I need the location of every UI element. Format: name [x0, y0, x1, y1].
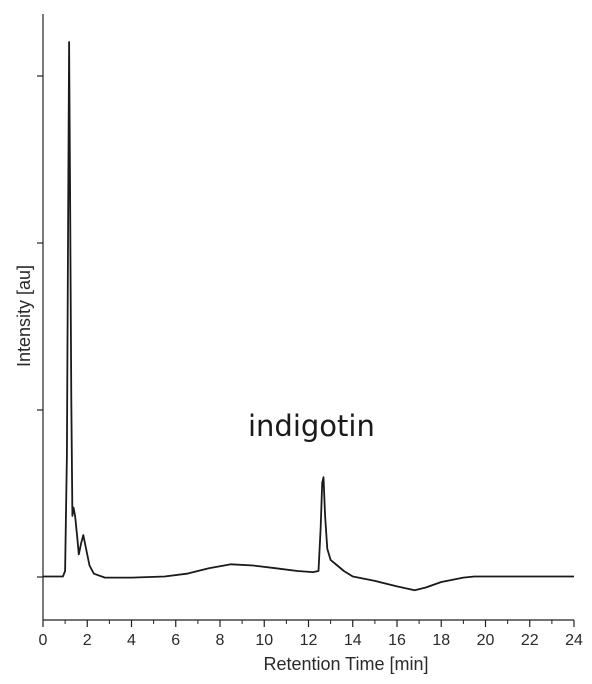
x-tick-label: 4 [127, 632, 136, 649]
x-tick-label: 14 [344, 632, 362, 649]
x-tick-label: 8 [216, 632, 225, 649]
x-tick-label: 20 [477, 632, 495, 649]
x-tick-label: 22 [521, 632, 539, 649]
x-axis-title: Retention Time [min] [263, 654, 428, 674]
x-tick-label: 12 [300, 632, 318, 649]
x-tick-labels: 0 2 4 6 8 10 12 14 16 18 20 22 24 [39, 632, 583, 649]
x-tick-label: 0 [39, 632, 48, 649]
y-ticks [37, 75, 43, 578]
annotation-indigotin: indigotin [248, 409, 375, 443]
x-tick-label: 10 [255, 632, 273, 649]
x-tick-label: 6 [171, 632, 180, 649]
axes [42, 14, 574, 621]
x-tick-label: 2 [83, 632, 92, 649]
x-tick-label: 16 [388, 632, 406, 649]
x-tick-label: 18 [432, 632, 450, 649]
intensity-trace [43, 41, 574, 592]
y-axis-title: Intensity [au] [14, 265, 34, 367]
x-ticks [42, 620, 575, 627]
x-tick-label: 24 [565, 632, 583, 649]
